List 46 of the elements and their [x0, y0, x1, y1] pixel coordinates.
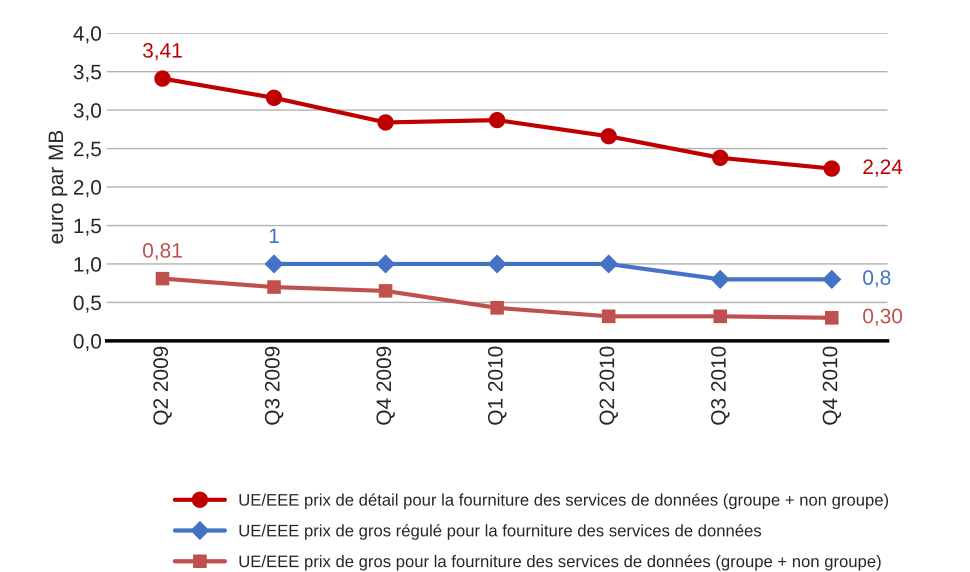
point [713, 310, 727, 324]
y-tick-label: 0,0 [74, 334, 102, 352]
x-tick-label: Q2 2010 [600, 346, 618, 425]
data-label: 0,81 [143, 243, 182, 260]
point [266, 90, 282, 106]
y-tick-label: 1,5 [74, 218, 101, 236]
point [822, 270, 842, 289]
data-label: 0,30 [863, 308, 902, 326]
point [378, 284, 392, 298]
point [602, 310, 616, 324]
y-tick-label: 0,5 [74, 295, 101, 313]
point [599, 254, 618, 274]
y-tick-label: 4,0 [73, 26, 102, 44]
point [712, 150, 728, 166]
x-tick-label: Q3 2010 [711, 346, 730, 425]
y-tick-label: 2,0 [74, 180, 102, 198]
data-label: 0,8 [863, 270, 890, 288]
y-tick-label: 3,5 [74, 64, 101, 82]
point [488, 254, 506, 274]
x-tick-label: Q1 2010 [488, 346, 506, 425]
point [488, 112, 506, 128]
point [377, 114, 394, 131]
legend-label: UE/EEE prix de gros pour la fourniture des services de données (groupe + non groupe) [240, 554, 881, 571]
legend-label: UE/EEE prix de détail pour la fourniture des services de données (groupe + non groupe) [240, 493, 888, 510]
point [154, 70, 171, 87]
data-label: 1 [270, 228, 279, 243]
y-tick-label: 2,5 [74, 142, 101, 159]
legend-label: UE/EEE prix de gros régulé pour la fourniture des services de données [240, 524, 762, 540]
x-tick-label: Q4 2009 [376, 346, 395, 425]
point [825, 311, 839, 325]
point [710, 270, 730, 289]
point [376, 254, 395, 274]
data-label: 3,41 [142, 43, 182, 60]
point [267, 280, 281, 294]
point [600, 128, 617, 144]
y-tick-label: 1,0 [74, 256, 102, 274]
point [824, 160, 840, 177]
point [490, 301, 504, 315]
point [264, 254, 284, 274]
x-tick-label: Q2 2009 [153, 346, 172, 425]
x-tick-label: Q4 2010 [822, 346, 842, 425]
y-tick-label: 3,0 [74, 103, 102, 120]
point [156, 272, 170, 286]
y-axis-title: euro par MB [48, 130, 68, 244]
x-tick-label: Q3 2009 [264, 346, 284, 425]
data-label: 2,24 [863, 159, 902, 177]
